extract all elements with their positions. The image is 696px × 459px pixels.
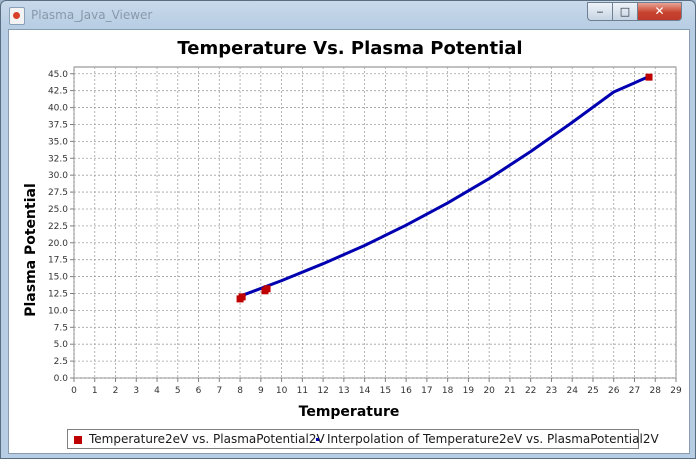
- x-tick-label: 22: [525, 386, 536, 396]
- y-tick-label: 22.5: [48, 222, 68, 232]
- x-tick-label: 27: [629, 386, 640, 396]
- y-tick-label: 12.5: [48, 289, 68, 299]
- legend-label-measured: Temperature2eV vs. PlasmaPotential2V: [89, 432, 325, 446]
- y-tick-label: 5.0: [54, 340, 69, 350]
- grid-lines: [73, 67, 677, 379]
- y-tick-label: 27.5: [48, 188, 68, 198]
- x-axis-label: Temperature: [299, 404, 400, 420]
- x-tick-label: 18: [442, 386, 454, 396]
- title-bar[interactable]: Plasma_Java_Viewer ‒ □ ✕: [1, 1, 695, 29]
- legend-swatch-dot: [316, 438, 319, 441]
- y-tick-label: 42.5: [48, 87, 68, 97]
- axes: 0 1 2 3 4 5 6 7 8 9 10 11 12 13 14 15 16 17 18 19 20 21 22 23 24…: [48, 70, 682, 396]
- chart-title: Temperature Vs. Plasma Potential: [177, 38, 522, 59]
- y-tick-label: 45.0: [48, 70, 68, 80]
- x-tick-label: 3: [133, 386, 139, 396]
- x-tick-label: 28: [650, 386, 662, 396]
- data-point: [645, 73, 653, 81]
- legend-entry-measured: Temperature2eV vs. PlasmaPotential2V: [74, 430, 325, 448]
- x-tick-label: 11: [297, 386, 308, 396]
- x-tick-label: 7: [216, 386, 222, 396]
- window-title: Plasma_Java_Viewer: [31, 8, 153, 22]
- x-tick-label: 4: [154, 386, 160, 396]
- x-tick-label: 29: [670, 386, 682, 396]
- interpolation-line: [238, 75, 651, 298]
- x-tick-label: 1: [92, 386, 98, 396]
- x-tick-label: 0: [71, 386, 77, 396]
- x-tick-label: 26: [608, 386, 620, 396]
- x-tick-label: 24: [566, 386, 578, 396]
- y-tick-label: 32.5: [48, 154, 68, 164]
- y-tick-label: 17.5: [48, 256, 68, 266]
- x-tick-label: 19: [463, 386, 475, 396]
- close-button[interactable]: ✕: [637, 2, 682, 21]
- legend-swatch-square: [74, 436, 82, 444]
- x-tick-label: 20: [483, 386, 495, 396]
- x-tick-label: 8: [237, 386, 243, 396]
- chart-legend: Temperature2eV vs. PlasmaPotential2V Int…: [67, 429, 659, 449]
- y-tick-label: 40.0: [48, 104, 68, 114]
- x-tick-label: 14: [359, 386, 371, 396]
- maximize-button[interactable]: □: [612, 2, 638, 21]
- x-tick-label: 12: [317, 386, 328, 396]
- x-tick-label: 5: [175, 386, 181, 396]
- x-tick-label: 23: [546, 386, 557, 396]
- data-series: [236, 73, 653, 303]
- y-tick-label: 35.0: [48, 137, 68, 147]
- y-tick-label: 2.5: [54, 357, 68, 367]
- x-tick-label: 9: [258, 386, 264, 396]
- y-tick-label: 15.0: [48, 273, 68, 283]
- minimize-button[interactable]: ‒: [587, 2, 613, 21]
- x-tick-label: 15: [380, 386, 391, 396]
- y-tick-label: 10.0: [48, 306, 68, 316]
- legend-label-interpolation: Interpolation of Temperature2eV vs. Plas…: [327, 432, 659, 446]
- legend-entry-interpolation: Interpolation of Temperature2eV vs. Plas…: [316, 430, 659, 448]
- y-tick-label: 30.0: [48, 171, 68, 181]
- data-point: [238, 293, 246, 301]
- x-tick-label: 10: [276, 386, 288, 396]
- y-tick-label: 7.5: [54, 323, 68, 333]
- x-tick-label: 2: [113, 386, 119, 396]
- data-point: [263, 285, 271, 293]
- x-tick-label: 21: [504, 386, 515, 396]
- y-tick-label: 20.0: [48, 239, 68, 249]
- java-app-icon[interactable]: [9, 7, 25, 25]
- x-tick-label: 16: [400, 386, 412, 396]
- x-tick-label: 25: [587, 386, 598, 396]
- x-tick-label: 17: [421, 386, 432, 396]
- x-tick-label: 6: [196, 386, 202, 396]
- y-tick-label: 37.5: [48, 120, 68, 130]
- y-tick-label: 0.0: [54, 374, 69, 384]
- y-tick-label: 25.0: [48, 205, 68, 215]
- y-axis-label: Plasma Potential: [23, 183, 39, 317]
- x-tick-label: 13: [338, 386, 349, 396]
